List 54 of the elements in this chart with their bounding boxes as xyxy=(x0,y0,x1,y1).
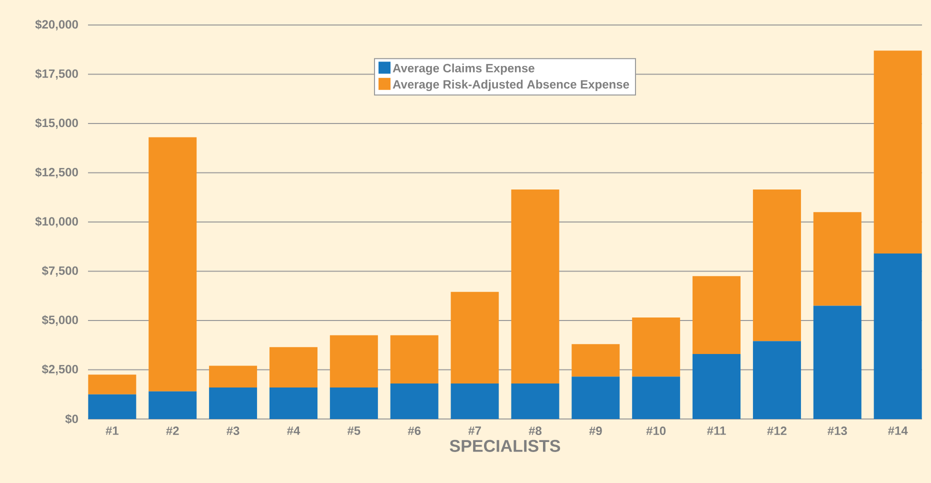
bar xyxy=(390,335,438,384)
legend-label: Average Risk-Adjusted Absence Expense xyxy=(392,80,630,92)
y-tick-label: $0 xyxy=(65,414,78,424)
y-tick-label: $10,000 xyxy=(35,216,78,228)
bar xyxy=(88,394,136,419)
x-tick-label: #11 xyxy=(707,426,726,435)
bar xyxy=(632,318,680,377)
x-tick-label: #5 xyxy=(347,426,360,435)
x-tick-label: #6 xyxy=(408,426,421,436)
bar xyxy=(572,344,620,377)
bar xyxy=(572,376,620,419)
x-axis-title: SPECIALISTS xyxy=(450,440,560,452)
bar xyxy=(632,376,680,419)
x-tick-label: #8 xyxy=(528,426,542,436)
x-tick-label: #7 xyxy=(468,426,481,435)
bar xyxy=(813,306,862,419)
bar xyxy=(209,366,258,388)
x-tick-label: #12 xyxy=(767,426,786,435)
y-tick-label: $15,000 xyxy=(35,118,78,129)
bar xyxy=(511,384,560,419)
x-tick-label: #1 xyxy=(106,426,119,435)
bar xyxy=(450,384,499,419)
bar xyxy=(88,374,136,394)
bar xyxy=(209,387,258,419)
y-tick-label: $2,500 xyxy=(42,364,78,376)
x-tick-label: #10 xyxy=(646,426,666,436)
x-tick-label: #4 xyxy=(287,426,300,435)
bar xyxy=(511,189,560,384)
bar xyxy=(752,189,801,342)
x-tick-label: #9 xyxy=(589,426,602,436)
x-tick-label: #2 xyxy=(166,426,179,435)
bar xyxy=(752,341,801,419)
y-tick-label: $20,000 xyxy=(35,20,78,30)
bar xyxy=(692,354,741,419)
x-tick-label: #13 xyxy=(828,426,847,436)
bar xyxy=(148,391,197,419)
bar xyxy=(874,254,922,419)
bar xyxy=(813,212,862,306)
bar xyxy=(330,335,378,388)
y-tick-label: $12,500 xyxy=(35,167,78,178)
bar xyxy=(874,50,922,254)
y-tick-label: $5,000 xyxy=(42,315,78,326)
bar xyxy=(390,384,438,419)
bar xyxy=(269,387,318,419)
bar xyxy=(450,292,499,384)
bar xyxy=(330,387,378,419)
x-tick-label: #3 xyxy=(226,426,240,436)
bar xyxy=(269,347,318,388)
bar xyxy=(692,276,741,354)
legend-label: Average Claims Expense xyxy=(392,64,534,75)
y-tick-label: $7,500 xyxy=(42,266,78,277)
y-tick-label: $17,500 xyxy=(35,68,78,80)
x-tick-label: #14 xyxy=(888,426,908,435)
bar xyxy=(148,137,197,392)
